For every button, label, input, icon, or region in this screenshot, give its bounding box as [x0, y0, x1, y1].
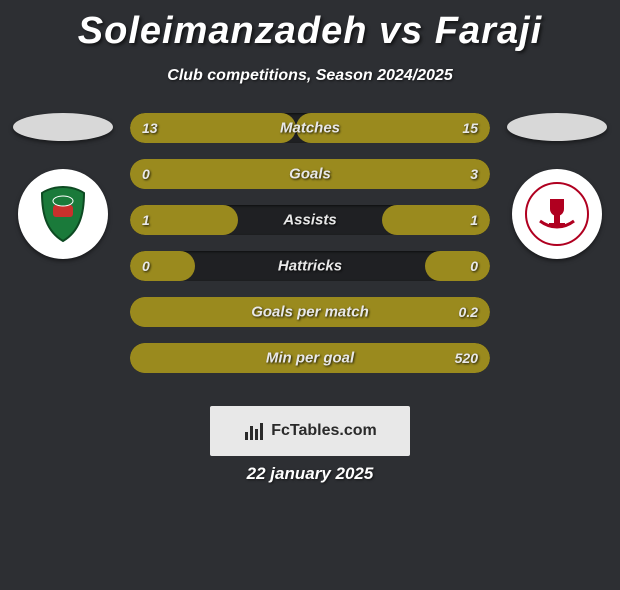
- stat-label: Assists: [283, 212, 336, 229]
- shield-crest-icon: [32, 183, 94, 245]
- stat-bar: 0.2 Goals per match: [130, 297, 490, 327]
- stat-value-left: 0: [142, 166, 150, 182]
- stat-fill-right: [425, 251, 490, 281]
- left-player-column: [8, 113, 118, 259]
- page-title: Soleimanzadeh vs Faraji: [0, 10, 620, 53]
- stat-value-left: 0: [142, 258, 150, 274]
- watermark: FcTables.com: [210, 406, 410, 456]
- subtitle: Club competitions, Season 2024/2025: [0, 67, 620, 85]
- stat-label: Goals per match: [251, 304, 369, 321]
- stat-bar: 0 3 Goals: [130, 159, 490, 189]
- stat-value-right: 0: [470, 258, 478, 274]
- stat-value-right: 0.2: [459, 304, 478, 320]
- stat-value-right: 520: [455, 350, 478, 366]
- stat-bar: 520 Min per goal: [130, 343, 490, 373]
- stat-bar: 1 1 Assists: [130, 205, 490, 235]
- stat-bar: 0 0 Hattricks: [130, 251, 490, 281]
- stat-label: Min per goal: [266, 350, 354, 367]
- comparison-content: 13 15 Matches 0 3 Goals 1 1 Assists 0 0 Hattricks 0.…: [0, 113, 620, 393]
- stat-bars: 13 15 Matches 0 3 Goals 1 1 Assists 0 0 Hattricks 0.…: [130, 113, 490, 373]
- stat-fill-left: [130, 251, 195, 281]
- bar-chart-icon: [243, 420, 265, 442]
- stat-label: Matches: [280, 120, 340, 137]
- stat-value-right: 1: [470, 212, 478, 228]
- stat-label: Goals: [289, 166, 331, 183]
- left-team-badge: [18, 169, 108, 259]
- right-player-column: [502, 113, 612, 259]
- stat-bar: 13 15 Matches: [130, 113, 490, 143]
- stat-value-left: 13: [142, 120, 158, 136]
- left-player-avatar: [13, 113, 113, 141]
- stat-label: Hattricks: [278, 258, 342, 275]
- right-player-avatar: [507, 113, 607, 141]
- stat-value-right: 15: [462, 120, 478, 136]
- stat-value-left: 1: [142, 212, 150, 228]
- watermark-text: FcTables.com: [271, 422, 377, 440]
- stat-value-right: 3: [470, 166, 478, 182]
- date-text: 22 january 2025: [247, 464, 374, 484]
- right-team-badge: [512, 169, 602, 259]
- trophy-crest-icon: [524, 181, 590, 247]
